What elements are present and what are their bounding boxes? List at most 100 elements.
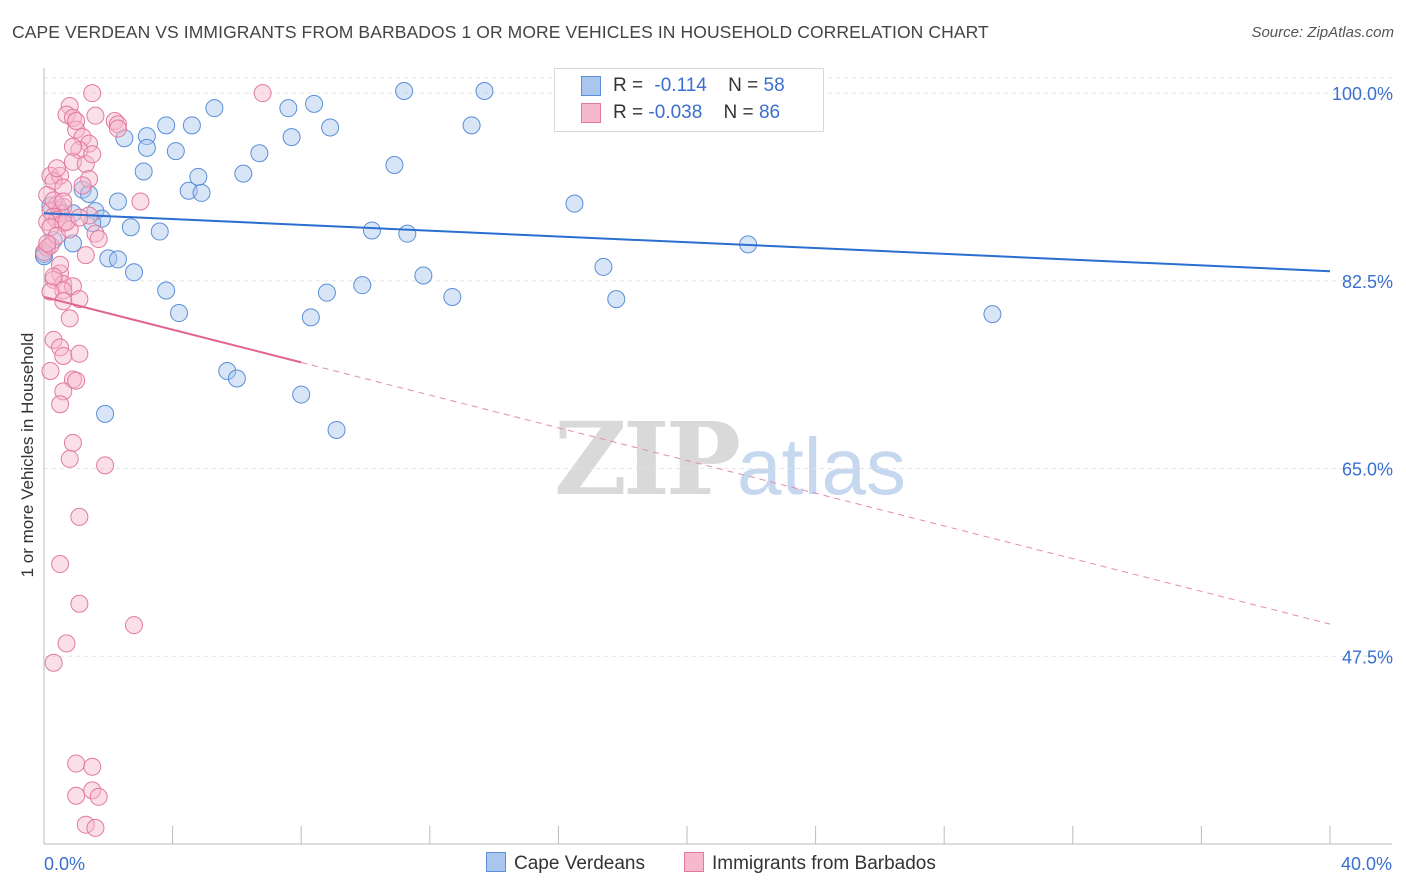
barbados-point — [70, 507, 89, 526]
cape-verdean-point — [607, 290, 626, 309]
bottom-legend-swatch-pink — [684, 852, 704, 872]
barbados-trend-line-dashed — [301, 361, 1331, 625]
cape-verdean-point — [443, 287, 462, 306]
barbados-point — [60, 449, 79, 468]
cape-verdean-point — [414, 266, 433, 285]
legend-r-label: R = — [613, 102, 644, 123]
barbados-point — [86, 818, 105, 837]
barbados-point — [44, 267, 63, 286]
barbados-point — [70, 208, 89, 227]
legend-n-value: 58 — [763, 75, 785, 96]
cape-verdean-point — [398, 224, 417, 243]
legend-n-value: 86 — [758, 102, 781, 123]
cape-verdean-trend-line — [43, 212, 1331, 273]
barbados-point — [70, 344, 89, 363]
correlation-legend: R = -0.114 N = 58 R = -0.038 N = 86 — [554, 68, 824, 132]
barbados-point — [131, 192, 150, 211]
trend-lines — [43, 212, 1331, 625]
cape-verdean-point — [108, 250, 127, 269]
cape-verdean-point — [205, 99, 224, 118]
barbados-point — [54, 178, 73, 197]
barbados-point — [41, 166, 60, 185]
barbados-point — [41, 236, 60, 255]
barbados-point — [73, 176, 92, 195]
x-tick-label: 40.0% — [1341, 854, 1392, 874]
barbados-point — [67, 371, 86, 390]
barbados-point — [60, 309, 79, 328]
cape-verdean-point — [292, 385, 311, 404]
barbados-point — [51, 395, 70, 414]
source-label: Source: ZipAtlas.com — [1251, 24, 1394, 41]
cape-verdean-point — [327, 420, 346, 439]
cape-verdean-point — [157, 116, 176, 135]
legend-n-label: N = — [723, 102, 754, 123]
cape-verdean-point — [157, 281, 176, 300]
barbados-point — [86, 224, 105, 243]
barbados-point — [38, 234, 57, 253]
grid-lines — [44, 77, 1392, 657]
barbados-point — [41, 361, 60, 380]
cape-verdean-point — [565, 194, 584, 213]
barbados-point — [76, 815, 95, 834]
cape-verdean-point — [150, 222, 169, 241]
legend-r-value: -0.114 — [654, 75, 707, 96]
barbados-point — [67, 786, 86, 805]
barbados-point — [67, 112, 86, 131]
legend-r-value: -0.038 — [648, 102, 703, 123]
barbados-point — [44, 653, 63, 672]
bottom-legend-swatch-blue — [486, 852, 506, 872]
cape-verdean-point — [475, 82, 494, 101]
cape-verdean-point — [594, 257, 613, 276]
barbados-trend-line-solid — [43, 295, 302, 364]
barbados-point — [83, 145, 102, 164]
legend-r-label: R = — [613, 75, 644, 96]
barbados-point — [108, 119, 127, 138]
legend-swatch-blue — [581, 76, 601, 96]
barbados-point — [86, 106, 105, 125]
barbados-point — [89, 230, 108, 249]
barbados-point — [253, 84, 272, 103]
barbados-point — [44, 191, 63, 210]
y-tick-label: 100.0% — [1332, 84, 1393, 104]
cape-verdean-point — [462, 116, 481, 135]
cape-verdean-point — [250, 144, 269, 163]
bottom-legend-cape-verdeans: Cape Verdeans — [486, 852, 645, 875]
barbados-point — [67, 754, 86, 773]
cape-verdean-point — [282, 128, 301, 147]
legend-n-label: N = — [728, 75, 759, 96]
barbados-point — [47, 159, 66, 178]
y-tick-label: 47.5% — [1342, 647, 1393, 667]
cape-verdean-point — [305, 94, 324, 113]
barbados-point — [54, 346, 73, 365]
cape-verdean-point — [385, 156, 404, 175]
barbados-point — [63, 137, 82, 156]
data-points — [35, 82, 1002, 837]
barbados-point — [44, 330, 63, 349]
cape-verdean-point — [182, 116, 201, 135]
cape-verdean-point — [63, 234, 82, 253]
cape-verdean-point — [983, 305, 1002, 324]
cape-verdean-point — [353, 276, 372, 295]
barbados-point — [63, 108, 82, 127]
cape-verdean-point — [108, 192, 127, 211]
cape-verdean-point — [234, 164, 253, 183]
barbados-point — [96, 456, 115, 475]
barbados-point — [108, 115, 127, 134]
barbados-point — [80, 169, 99, 188]
cape-verdean-point — [99, 249, 118, 268]
barbados-point — [83, 84, 102, 103]
cape-verdean-point — [362, 221, 381, 240]
barbados-point — [89, 787, 108, 806]
cape-verdean-point — [121, 218, 140, 237]
cape-verdean-point — [301, 308, 320, 327]
barbados-point — [57, 634, 76, 653]
cape-verdean-point — [96, 404, 115, 423]
barbados-point — [76, 246, 95, 265]
barbados-point — [83, 757, 102, 776]
barbados-point — [125, 616, 144, 635]
bottom-legend-barbados: Immigrants from Barbados — [684, 852, 936, 875]
cape-verdean-point — [218, 361, 237, 380]
chart-title: CAPE VERDEAN VS IMMIGRANTS FROM BARBADOS… — [12, 22, 989, 42]
cape-verdean-point — [279, 99, 298, 118]
